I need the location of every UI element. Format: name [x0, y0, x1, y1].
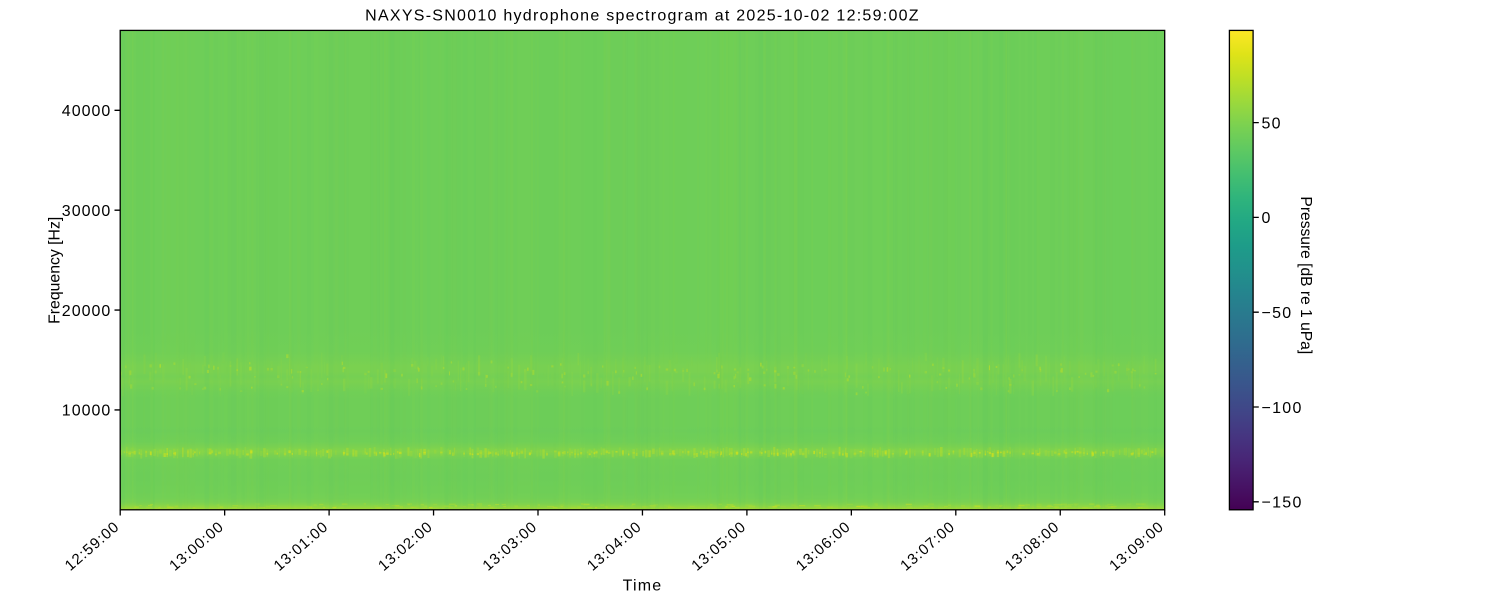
svg-text:Pressure [dB re 1 uPa]: Pressure [dB re 1 uPa]	[1297, 196, 1314, 354]
svg-text:30000: 30000	[62, 203, 112, 220]
svg-text:0: 0	[1262, 210, 1272, 227]
svg-text:Time: Time	[623, 577, 663, 594]
svg-text:Frequency [Hz]: Frequency [Hz]	[47, 217, 64, 324]
svg-text:10000: 10000	[62, 403, 112, 420]
svg-text:50: 50	[1262, 115, 1282, 132]
svg-text:40000: 40000	[62, 103, 112, 120]
svg-text:−150: −150	[1262, 495, 1303, 512]
svg-text:−50: −50	[1262, 305, 1293, 322]
svg-text:NAXYS-SN0010 hydrophone spectr: NAXYS-SN0010 hydrophone spectrogram at 2…	[365, 7, 920, 24]
svg-text:20000: 20000	[62, 303, 112, 320]
svg-text:−100: −100	[1262, 400, 1303, 417]
